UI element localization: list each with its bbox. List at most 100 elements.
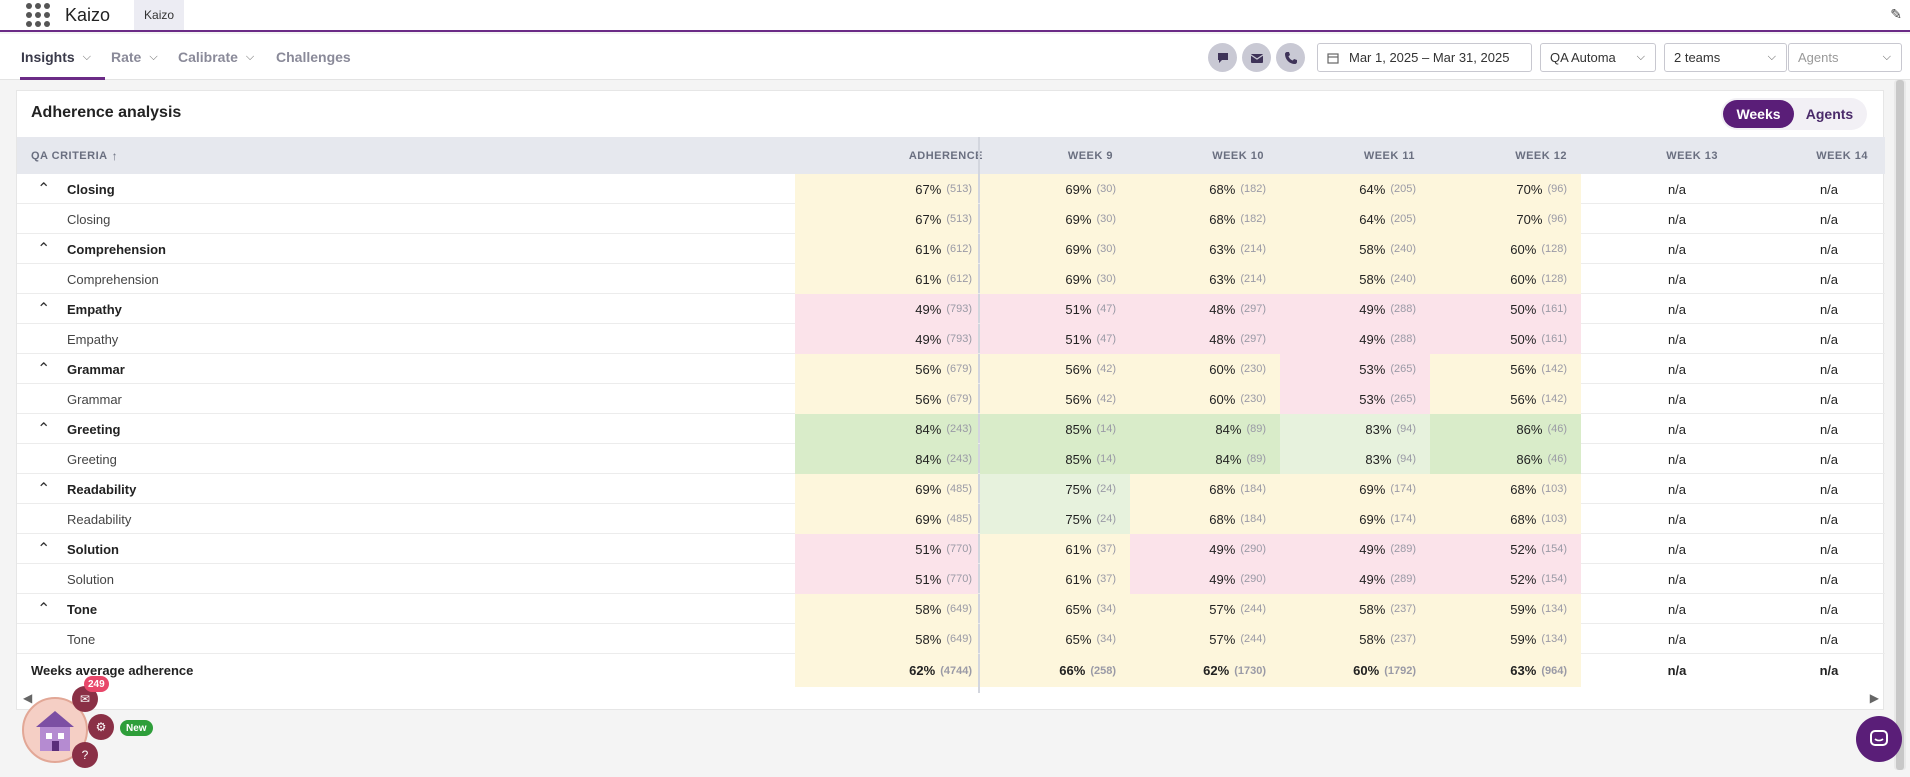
chevron-down-icon: ⌵ (1882, 51, 1891, 63)
week-column-header[interactable]: WEEK 11 (1363, 149, 1415, 162)
nav-bar: Insights ⌵ Rate ⌵ Calibrate ⌵ Challenges… (0, 34, 1910, 80)
cell-count: (30) (1096, 273, 1116, 285)
criteria-name: Tone (67, 631, 96, 647)
week-column-header[interactable]: WEEK 9 (1067, 149, 1113, 162)
table-cell: 66% (258) (980, 654, 1130, 687)
chat-launcher-button[interactable] (1856, 716, 1902, 762)
cell-percent: 49% (1359, 571, 1386, 587)
cell-percent: 84% (1215, 451, 1242, 467)
cell-percent: 68% (1209, 481, 1236, 497)
cell-percent: 56% (915, 391, 942, 407)
scroll-left-icon[interactable]: ◀ (23, 691, 33, 705)
app-tab[interactable]: Kaizo (134, 0, 185, 30)
table-cell: 58% (237) (1280, 624, 1430, 654)
table-cell: n/a (1819, 481, 1839, 497)
nav-calibrate[interactable]: Calibrate ⌵ (178, 34, 254, 80)
email-channel-button[interactable] (1242, 43, 1271, 72)
cell-count: (14) (1096, 453, 1116, 465)
adherence-card: Adherence analysis Weeks Agents QA CRITE… (16, 90, 1885, 710)
cell-count: (34) (1096, 633, 1116, 645)
agents-toggle-button[interactable]: Agents (1805, 106, 1854, 122)
cell-count: (237) (1390, 603, 1416, 615)
table-cell: 49% (288) (1280, 294, 1430, 324)
week-column-header[interactable]: WEEK 12 (1515, 149, 1567, 162)
cell-percent: 68% (1510, 511, 1537, 527)
table-group-row[interactable]: ⌃ Empathy 49% (793) 51% (47) 48% (297) 49% (288) 5… (17, 294, 1885, 324)
cell-percent: 49% (1359, 541, 1386, 557)
criteria-name: Comprehension (67, 271, 159, 287)
scroll-right-icon[interactable]: ▶ (1869, 691, 1879, 705)
horizontal-scrollbar[interactable]: ◀ ▶ (23, 691, 1879, 705)
cell-count: (4744) (940, 664, 972, 677)
table-group-row[interactable]: ⌃ Solution 51% (770) 61% (37) 49% (290) 49% (289)… (17, 534, 1885, 564)
settings-button[interactable]: ⚙ (88, 714, 114, 740)
cell-count: (265) (1390, 393, 1416, 405)
scorecard-select[interactable]: QA Automa ⌵ (1540, 43, 1656, 72)
table-cell: 86% (46) (1430, 444, 1581, 474)
cell-percent: 51% (1065, 331, 1092, 347)
apps-grid-icon[interactable] (26, 3, 50, 27)
table-group-row[interactable]: ⌃ Tone 58% (649) 65% (34) 57% (244) 58% (237) 59% (… (17, 594, 1885, 624)
cell-percent: 56% (915, 361, 942, 377)
chevron-up-icon[interactable]: ⌃ (37, 181, 51, 198)
table-cell: n/a (1667, 601, 1687, 617)
cell-count: (289) (1390, 573, 1416, 585)
table-row: Readability 69% (485) 75% (24) 68% (184) 69% (17… (17, 504, 1885, 534)
teams-select[interactable]: 2 teams ⌵ (1664, 43, 1787, 72)
week-column-header[interactable]: WEEK 10 (1212, 149, 1264, 162)
cell-percent: 61% (915, 271, 942, 287)
table-group-row[interactable]: ⌃ Closing 67% (513) 69% (30) 68% (182) 64% (205) 7… (17, 174, 1885, 204)
nav-insights-label: Insights (21, 49, 75, 65)
cell-percent: 58% (1359, 271, 1386, 287)
table-cell: 61% (37) (980, 564, 1130, 594)
agents-select[interactable]: Agents ⌵ (1788, 43, 1902, 72)
chevron-up-icon[interactable]: ⌃ (37, 541, 51, 558)
cell-count: (258) (1090, 664, 1116, 677)
scrollbar-thumb[interactable] (1896, 80, 1904, 770)
pencil-icon[interactable]: ✎ (1890, 6, 1902, 22)
cell-count: (154) (1541, 543, 1567, 555)
cell-percent: 68% (1209, 211, 1236, 227)
nav-insights[interactable]: Insights ⌵ (21, 34, 91, 80)
table-group-row[interactable]: ⌃ Comprehension 61% (612) 69% (30) 63% (214) 58%… (17, 234, 1885, 264)
cell-count: (1792) (1384, 664, 1416, 677)
week-column-header[interactable]: WEEK 14 (1816, 149, 1868, 162)
chevron-up-icon[interactable]: ⌃ (37, 421, 51, 438)
table-cell: 86% (46) (1430, 414, 1581, 444)
cell-percent: 51% (1065, 301, 1092, 317)
date-range-picker[interactable]: Mar 1, 2025 – Mar 31, 2025 (1317, 43, 1532, 72)
cell-percent: 60% (1209, 361, 1236, 377)
cell-count: (485) (946, 483, 972, 495)
cell-count: (289) (1390, 543, 1416, 555)
chevron-up-icon[interactable]: ⌃ (37, 301, 51, 318)
chat-channel-button[interactable] (1208, 43, 1237, 72)
phone-channel-button[interactable] (1276, 43, 1305, 72)
table-cell: n/a (1667, 391, 1687, 407)
envelope-icon: ✉ (79, 692, 91, 706)
cell-percent: 75% (1065, 511, 1092, 527)
cell-count: (205) (1390, 213, 1416, 225)
table-cell: 83% (94) (1280, 414, 1430, 444)
chevron-up-icon[interactable]: ⌃ (37, 241, 51, 258)
table-group-row[interactable]: ⌃ Greeting 84% (243) 85% (14) 84% (89) 83% (94) 86… (17, 414, 1885, 444)
adherence-column-header[interactable]: ADHERENCE (908, 149, 983, 162)
chevron-up-icon[interactable]: ⌃ (37, 361, 51, 378)
cell-count: (34) (1096, 603, 1116, 615)
table-cell: 68% (182) (1130, 174, 1280, 204)
criteria-column-header[interactable]: QA CRITERIA ↑ (31, 137, 118, 174)
vertical-scrollbar[interactable] (1894, 80, 1906, 770)
help-button[interactable]: ? (72, 742, 98, 768)
table-group-row[interactable]: ⌃ Readability 69% (485) 75% (24) 68% (184) 69% (1… (17, 474, 1885, 504)
table-cell: 70% (96) (1430, 174, 1581, 204)
week-column-header[interactable]: WEEK 13 (1666, 149, 1718, 162)
chevron-up-icon[interactable]: ⌃ (37, 601, 51, 618)
nav-rate[interactable]: Rate ⌵ (111, 34, 158, 80)
table-cell: 75% (24) (980, 504, 1130, 534)
cell-percent: 69% (1065, 241, 1092, 257)
weeks-toggle-button[interactable]: Weeks (1723, 100, 1794, 128)
nav-challenges[interactable]: Challenges (276, 34, 351, 80)
table-cell: 63% (964) (1430, 654, 1581, 687)
chevron-up-icon[interactable]: ⌃ (37, 481, 51, 498)
table-row: Closing 67% (513) 69% (30) 68% (182) 64% (205) 70… (17, 204, 1885, 234)
table-group-row[interactable]: ⌃ Grammar 56% (679) 56% (42) 60% (230) 53% (265) 5… (17, 354, 1885, 384)
